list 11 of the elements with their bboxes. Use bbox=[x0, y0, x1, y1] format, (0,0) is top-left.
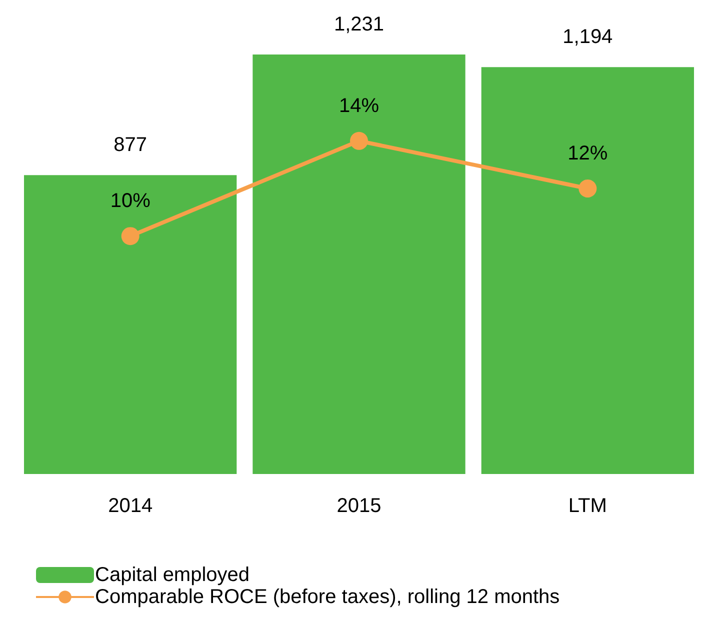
data-label: 877 bbox=[114, 134, 148, 156]
data-label: 1,231 bbox=[334, 13, 384, 36]
x-tick-label: 2015 bbox=[336, 495, 382, 517]
data-label: 1,194 bbox=[562, 26, 613, 48]
x-tick-label: LTM bbox=[568, 495, 607, 517]
data-label: 10% bbox=[110, 190, 151, 212]
data-label: 12% bbox=[568, 142, 608, 164]
data-label: 14% bbox=[338, 94, 380, 117]
x-tick-label: 2014 bbox=[108, 495, 153, 517]
legend-label: Capital employed bbox=[95, 564, 250, 586]
legend-label: Comparable ROCE (before taxes), rolling 12 months bbox=[95, 586, 560, 608]
